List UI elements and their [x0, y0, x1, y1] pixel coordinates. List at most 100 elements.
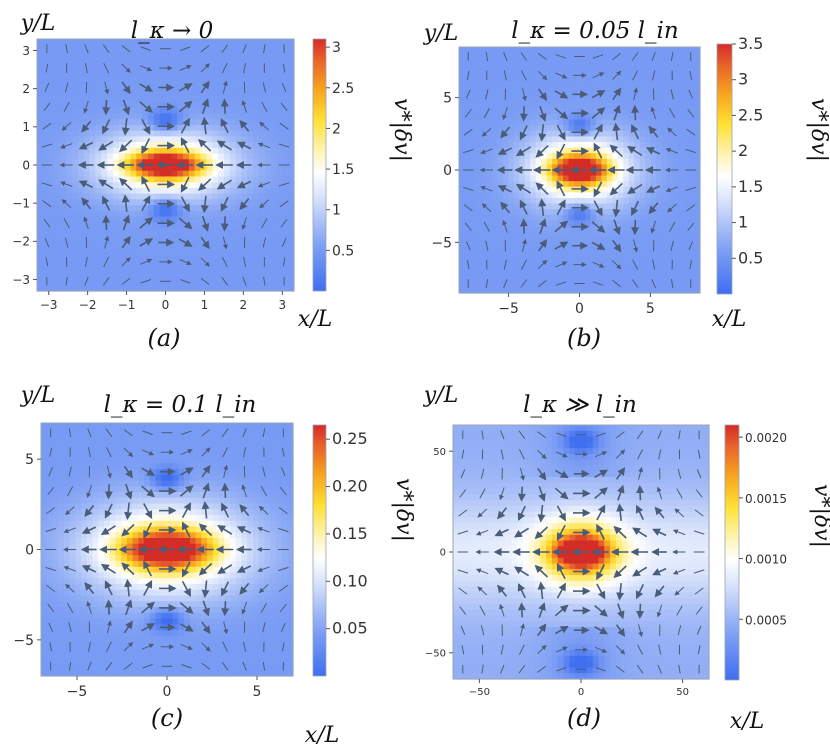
heatmap-cell — [656, 114, 663, 121]
heatmap-cell — [524, 276, 531, 283]
heatmap-cell — [95, 153, 102, 160]
heatmap-cell — [258, 73, 266, 80]
heatmap-cell — [513, 242, 520, 249]
heatmap-cell — [508, 231, 515, 238]
heatmap-cell — [109, 566, 117, 574]
heatmap-cell — [606, 231, 613, 238]
heatmap-cell — [667, 253, 674, 261]
heatmap-cell — [590, 142, 597, 149]
heatmap-cell — [694, 153, 701, 160]
heatmap-cell — [247, 268, 254, 275]
field-arrow — [216, 140, 232, 151]
heatmap-cell — [159, 79, 167, 86]
heatmap-cell — [89, 67, 97, 74]
heatmap-cell — [628, 80, 635, 87]
heatmap-cell — [574, 214, 581, 221]
heatmap-cell — [513, 86, 520, 93]
heatmap-cell — [241, 187, 248, 195]
heatmap-cell — [159, 256, 167, 263]
heatmap-cell — [469, 74, 477, 82]
heatmap-cell — [235, 245, 243, 252]
heatmap-cell — [535, 197, 542, 205]
heatmap-cell — [497, 270, 504, 277]
field-arrow — [651, 51, 656, 61]
heatmap-cell — [606, 270, 613, 277]
heatmap-cell — [672, 214, 679, 221]
heatmap-cell — [247, 199, 254, 206]
heatmap-cell — [229, 67, 237, 74]
heatmap-cell — [508, 186, 515, 193]
heatmap-cell — [276, 205, 283, 212]
heatmap-cell — [590, 175, 597, 182]
heatmap-cell — [486, 58, 493, 65]
heatmap-cell — [667, 225, 674, 233]
heatmap-cell — [634, 175, 641, 182]
heatmap-cell — [107, 153, 114, 160]
heatmap-cell — [98, 428, 105, 436]
heatmap-cell — [115, 457, 122, 464]
heatmap-cell — [568, 80, 575, 87]
heatmap-cell — [69, 555, 76, 562]
heatmap-cell — [46, 612, 54, 620]
heatmap-cell — [229, 102, 237, 109]
heatmap-cell — [276, 273, 283, 281]
heatmap-cell — [112, 262, 120, 269]
heatmap-cell — [270, 102, 278, 109]
heatmap-cell — [502, 102, 509, 110]
heatmap-cell — [678, 58, 685, 65]
y-axis-label: y/L — [423, 21, 458, 46]
heatmap-cell — [42, 165, 50, 172]
heatmap-cell — [557, 125, 564, 132]
heatmap-cell — [58, 532, 65, 539]
heatmap-cell — [623, 287, 630, 294]
heatmap-cell — [142, 285, 149, 292]
field-arrow — [81, 120, 92, 133]
heatmap-cell — [188, 170, 196, 178]
heatmap-cell — [52, 584, 59, 591]
field-arrow — [259, 121, 270, 131]
heatmap-cell — [475, 130, 482, 138]
field-arrow — [41, 143, 53, 148]
heatmap-cell — [595, 130, 603, 138]
heatmap-cell — [235, 90, 243, 97]
heatmap-cell — [69, 474, 76, 482]
heatmap-cell — [639, 181, 646, 188]
heatmap-cell — [475, 248, 482, 255]
field-arrow — [631, 279, 639, 288]
heatmap-cell — [590, 130, 597, 138]
heatmap-cell — [459, 142, 466, 149]
heatmap-cell — [270, 84, 278, 92]
heatmap-cell — [42, 56, 50, 63]
heatmap-cell — [612, 175, 619, 182]
heatmap-cell — [530, 74, 537, 82]
heatmap-cell — [258, 239, 266, 246]
heatmap-cell — [574, 265, 581, 272]
heatmap-cell — [464, 220, 471, 227]
heatmap-cell — [241, 107, 248, 115]
heatmap-cell — [177, 44, 184, 52]
heatmap-cell — [69, 520, 76, 528]
heatmap-cell — [530, 270, 537, 277]
heatmap-cell — [497, 214, 504, 221]
heatmap-cell — [63, 486, 71, 493]
heatmap-cell — [519, 142, 526, 149]
heatmap-cell — [77, 279, 85, 286]
heatmap-cell — [212, 187, 219, 195]
heatmap-cell — [81, 647, 88, 654]
heatmap-cell — [200, 147, 207, 155]
heatmap-cell — [469, 119, 477, 126]
heatmap-cell — [661, 237, 668, 244]
heatmap-cell — [683, 69, 690, 76]
heatmap-cell — [270, 262, 278, 269]
heatmap-cell — [72, 176, 79, 183]
heatmap-cell — [126, 451, 134, 459]
heatmap-cell — [480, 153, 487, 160]
heatmap-cell — [568, 197, 575, 205]
heatmap-cell — [95, 79, 102, 86]
heatmap-cell — [218, 90, 225, 97]
heatmap-cell — [270, 107, 278, 115]
heatmap-cell — [645, 47, 652, 54]
heatmap-cell — [639, 175, 646, 182]
heatmap-cell — [142, 268, 149, 275]
heatmap-cell — [552, 47, 559, 54]
